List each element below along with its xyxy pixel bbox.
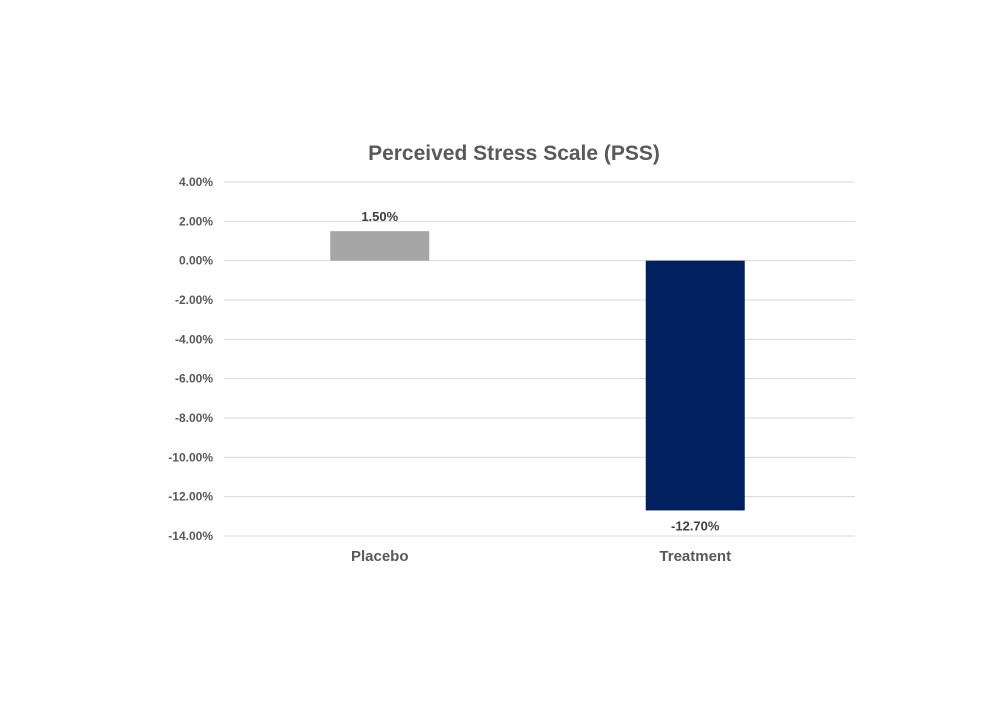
data-labels: 1.50% -12.70% [361,209,720,533]
chart-title: Perceived Stress Scale (PSS) [368,142,660,165]
bars [330,231,745,511]
y-tick-label: -12.00% [168,490,213,504]
bar-placebo [330,231,430,261]
data-label-placebo: 1.50% [361,209,398,224]
y-tick-label: -6.00% [175,372,213,386]
y-tick-label: 2.00% [179,214,213,228]
x-axis-category-labels: Placebo Treatment [351,548,731,565]
y-tick-label: -14.00% [168,529,213,543]
y-tick-label: -10.00% [168,450,213,464]
y-tick-label: -4.00% [175,332,213,346]
bar-treatment [645,260,745,511]
data-label-treatment: -12.70% [671,518,720,533]
y-axis-tick-labels: 4.00% 2.00% 0.00% -2.00% -4.00% -6.00% -8.00% -… [168,175,213,543]
y-tick-label: -2.00% [175,293,213,307]
category-label-placebo: Placebo [351,548,409,565]
y-tick-label: 4.00% [179,175,213,189]
y-tick-label: 0.00% [179,254,213,268]
y-tick-label: -8.00% [175,411,213,425]
gridlines [224,181,855,537]
category-label-treatment: Treatment [659,548,731,565]
